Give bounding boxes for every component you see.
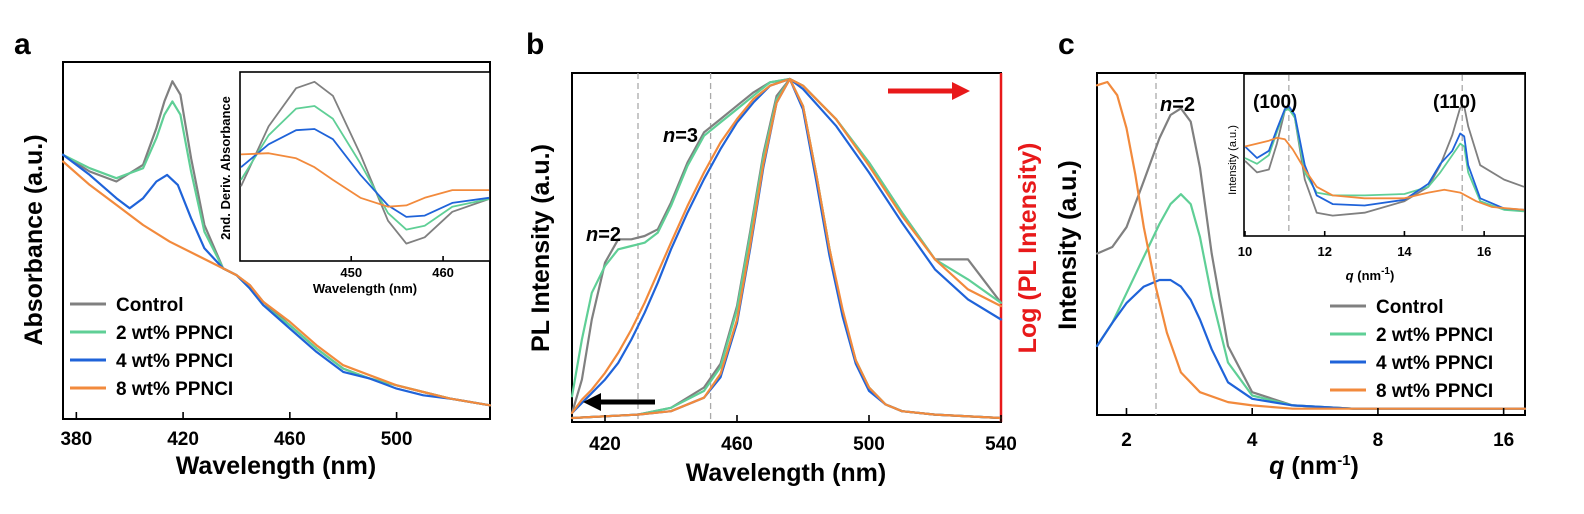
panel-c-inset-tick-label-12: 12 xyxy=(1317,244,1331,259)
panel-c-tick-label-16: 16 xyxy=(1493,430,1514,451)
panel-b-tick-label-540: 540 xyxy=(985,434,1017,455)
panel-c-legend-label-control: Control xyxy=(1376,297,1444,318)
panel-b-curves xyxy=(570,77,1003,420)
panel-c-inset-curves xyxy=(1244,105,1525,217)
panel-b-n3-annotation: n=3 xyxy=(663,125,698,147)
panel-a-inset-series-8-wt-ppnci xyxy=(240,152,489,208)
panel-a-inset-x-ticks: 450 460 xyxy=(340,256,454,280)
panel-a-inset-series-4-wt-ppnci xyxy=(240,128,490,218)
panel-c-peak-110: (110) xyxy=(1433,92,1476,113)
panel-b-tick-label-460: 460 xyxy=(721,434,753,455)
panel-b-tick-label-500: 500 xyxy=(853,434,885,455)
panel-b-log-series-4-wt-ppnci xyxy=(570,77,1003,415)
panel-a-inset-series-control xyxy=(240,80,490,245)
panel-c-tick-label-2: 2 xyxy=(1121,430,1132,451)
panel-c-legend-label-4-wt-ppnci: 4 wt% PPNCI xyxy=(1376,353,1493,374)
panel-c-inset-frame xyxy=(1243,73,1526,237)
panel-a-legend: Control 2 wt% PPNCI 4 wt% PPNCI 8 wt% PPNCI xyxy=(70,295,233,400)
panel-a-x-ticks: 380 420 460 500 xyxy=(60,412,412,450)
left-arrow-icon xyxy=(583,393,655,411)
panel-a-curves xyxy=(61,80,492,407)
panel-b-log-series-8-wt-ppnci xyxy=(570,77,1003,415)
panel-c-tick-label-4: 4 xyxy=(1247,430,1258,451)
panel-c-series-8-wt-ppnci xyxy=(1095,80,1527,410)
panel-a-x-label: Wavelength (nm) xyxy=(176,452,376,480)
panel-b-log-series-control xyxy=(570,77,1003,415)
panel-c-x-ticks: 2 4 8 16 xyxy=(1121,408,1514,451)
panel-c-inset-x-label: q (nm-1) xyxy=(1346,266,1395,283)
panel-a-inset-y-label: 2nd. Deriv. Absorbance xyxy=(218,96,233,240)
panel-a-legend-label-8-wt-ppnci: 8 wt% PPNCI xyxy=(116,379,233,400)
panel-b-x-label: Wavelength (nm) xyxy=(686,459,886,487)
panel-c-y-label: Intensity (a.u.) xyxy=(1054,160,1082,329)
panel-a: 380 420 460 500 Wavelength (nm) Absorbance … xyxy=(20,61,492,480)
panel-a-legend-label-4-wt-ppnci: 4 wt% PPNCI xyxy=(116,351,233,372)
panel-a-tick-label-380: 380 xyxy=(60,429,92,450)
panel-b-y-label: PL Intensity (a.u.) xyxy=(527,144,555,352)
panel-b-frame xyxy=(571,72,1002,423)
panel-a-tick-label-460: 460 xyxy=(274,429,306,450)
panel-c-curves xyxy=(1095,80,1527,410)
panel-letter-c: c xyxy=(1058,28,1075,61)
panel-a-inset-curves xyxy=(240,80,490,245)
panel-b-linear-series-control xyxy=(570,77,1003,420)
panel-b-guides xyxy=(637,73,712,422)
panel-c-n2-annotation: n=2 xyxy=(1160,94,1195,116)
panel-b-y-label-right: Log (PL Intensity) xyxy=(1014,143,1042,354)
panel-c: 2 4 8 16 n=2 q (nm-1) Intensity (a.u.) 10 12… xyxy=(1054,72,1527,480)
panel-b-x-ticks: 420 460 500 540 xyxy=(589,415,1017,455)
panel-a-inset-tick-label-450: 450 xyxy=(340,265,362,280)
right-arrow-icon xyxy=(888,82,970,100)
panel-c-inset-series-4-wt-ppnci xyxy=(1244,105,1525,211)
panel-c-frame xyxy=(1096,72,1526,416)
panel-c-tick-label-8: 8 xyxy=(1373,430,1384,451)
panel-b-linear-series-4-wt-ppnci xyxy=(570,77,1003,420)
panel-b-linear-series-2-wt-ppnci xyxy=(570,77,1003,420)
panel-letter-b: b xyxy=(526,28,544,61)
panel-b-n2-annotation: n=2 xyxy=(586,224,621,246)
panel-a-tick-label-420: 420 xyxy=(167,429,199,450)
panel-c-inset-tick-label-16: 16 xyxy=(1477,244,1491,259)
panel-b-tick-label-420: 420 xyxy=(589,434,621,455)
panel-b: 420 460 500 540 n=2 n=3 Wavelength (nm) PL … xyxy=(527,72,1042,487)
panel-c-inset-guides xyxy=(1288,75,1463,235)
panel-a-inset-tick-label-460: 460 xyxy=(432,265,454,280)
panel-c-inset-tick-label-14: 14 xyxy=(1397,244,1412,259)
panel-c-x-label: q (nm-1) xyxy=(1269,452,1359,480)
panel-a-tick-label-500: 500 xyxy=(381,429,413,450)
panel-c-peak-100: (100) xyxy=(1253,92,1297,113)
panel-a-inset-series-2-wt-ppnci xyxy=(240,105,490,231)
panel-a-y-label: Absorbance (a.u.) xyxy=(20,134,48,345)
panel-c-inset-series-8-wt-ppnci xyxy=(1244,136,1525,211)
panel-c-legend-label-2-wt-ppnci: 2 wt% PPNCI xyxy=(1376,325,1493,346)
panel-a-series-8-wt-ppnci xyxy=(61,160,492,407)
panel-c-legend: Control 2 wt% PPNCI 4 wt% PPNCI 8 wt% PPNCI xyxy=(1330,297,1493,402)
panel-c-inset-series-control xyxy=(1244,105,1525,217)
panel-c-inset-x-ticks: 10 12 14 16 xyxy=(1238,231,1491,259)
panel-letter-a: a xyxy=(14,28,31,61)
panel-a-inset-x-label: Wavelength (nm) xyxy=(313,281,417,296)
panel-c-inset-y-label: Intensity (a.u.) xyxy=(1227,125,1239,195)
panel-a-legend-label-control: Control xyxy=(116,295,184,316)
panel-a-legend-label-2-wt-ppnci: 2 wt% PPNCI xyxy=(116,323,233,344)
panel-c-inset-tick-label-10: 10 xyxy=(1238,244,1252,259)
panel-b-linear-series-8-wt-ppnci xyxy=(570,77,1003,420)
panel-c-legend-label-8-wt-ppnci: 8 wt% PPNCI xyxy=(1376,381,1493,402)
panel-b-log-series-2-wt-ppnci xyxy=(570,77,1003,398)
